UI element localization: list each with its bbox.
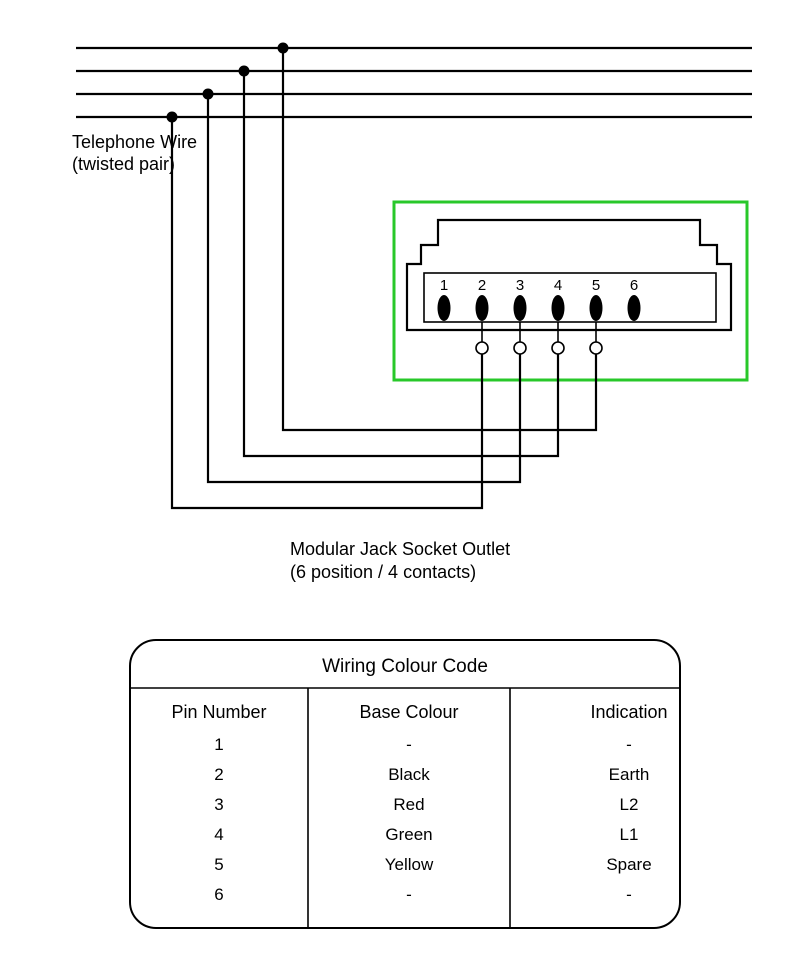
- terminal-circle-3: [514, 342, 526, 354]
- jack-sublabel: (6 position / 4 contacts): [290, 562, 476, 582]
- table-header-0: Pin Number: [171, 702, 266, 722]
- terminal-circle-2: [476, 342, 488, 354]
- table-cell-2-1: Red: [393, 795, 424, 814]
- page: Telephone Wire(twisted pair) 1 2 3 4 5 6 Modula…: [0, 0, 810, 962]
- telephone-wire-sublabel: (twisted pair): [72, 154, 175, 174]
- terminal-circle-4: [552, 342, 564, 354]
- table-cell-0-0: 1: [214, 735, 223, 754]
- wiring-diagram: Telephone Wire(twisted pair) 1 2 3 4 5 6 Modula…: [0, 0, 810, 962]
- pin-label-4: 4: [554, 277, 562, 294]
- pin-label-6: 6: [630, 277, 638, 294]
- pin-contact-3: [514, 295, 527, 321]
- table-cell-0-1: -: [406, 735, 412, 754]
- terminal-circle-5: [590, 342, 602, 354]
- table-cell-1-1: Black: [388, 765, 430, 784]
- pin-label-1: 1: [440, 277, 448, 294]
- pin-contact-4: [552, 295, 565, 321]
- table-cell-0-2: -: [626, 735, 632, 754]
- table-cell-4-1: Yellow: [385, 855, 434, 874]
- table-header-2: Indication: [590, 702, 667, 722]
- table-cell-3-0: 4: [214, 825, 223, 844]
- table-cell-5-1: -: [406, 885, 412, 904]
- jack-label: Modular Jack Socket Outlet: [290, 539, 510, 559]
- table-cell-2-2: L2: [620, 795, 639, 814]
- table-header-1: Base Colour: [359, 702, 458, 722]
- table-title: Wiring Colour Code: [322, 656, 488, 677]
- table-cell-2-0: 3: [214, 795, 223, 814]
- table-cell-5-2: -: [626, 885, 632, 904]
- pin-contact-1: [438, 295, 451, 321]
- pin-label-3: 3: [516, 277, 524, 294]
- table-cell-1-2: Earth: [609, 765, 650, 784]
- table-cell-4-2: Spare: [606, 855, 651, 874]
- table-cell-5-0: 6: [214, 885, 223, 904]
- pin-label-5: 5: [592, 277, 600, 294]
- table-cell-4-0: 5: [214, 855, 223, 874]
- pin-contact-2: [476, 295, 489, 321]
- telephone-wire-label: Telephone Wire: [72, 132, 197, 152]
- pin-label-2: 2: [478, 277, 486, 294]
- table-cell-3-2: L1: [620, 825, 639, 844]
- table-cell-1-0: 2: [214, 765, 223, 784]
- table-cell-3-1: Green: [385, 825, 432, 844]
- pin-contact-6: [628, 295, 641, 321]
- pin-contact-5: [590, 295, 603, 321]
